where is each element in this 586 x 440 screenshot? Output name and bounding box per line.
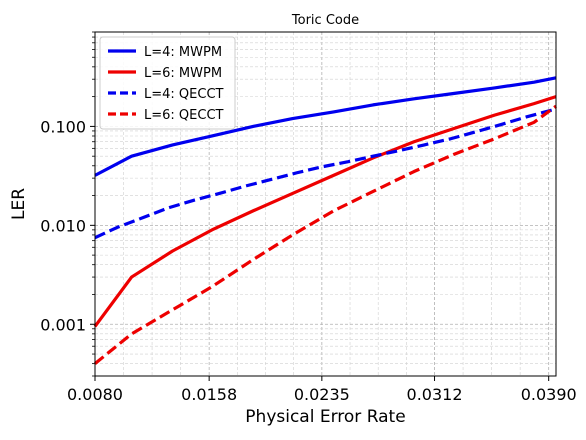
series-line-l-6-mwpm bbox=[93, 95, 557, 328]
chart-title: Toric Code bbox=[291, 13, 359, 28]
x-tick-label: 0.0158 bbox=[181, 385, 237, 404]
legend-label: L=6: QECCT bbox=[144, 108, 224, 123]
x-axis-label: Physical Error Rate bbox=[245, 407, 405, 427]
x-tick-label: 0.0390 bbox=[521, 385, 577, 404]
legend-label: L=6: MWPM bbox=[144, 66, 222, 81]
x-tick-label: 0.0235 bbox=[294, 385, 350, 404]
legend: L=4: MWPM L=6: MWPM L=4: QECCT L=6: QECCT bbox=[99, 36, 236, 130]
y-tick-label: 0.100 bbox=[40, 117, 86, 136]
legend-label: L=4: MWPM bbox=[144, 45, 222, 60]
series-line-l-4-mwpm bbox=[94, 76, 557, 177]
y-tick-label: 0.010 bbox=[40, 216, 86, 235]
x-tick-label: 0.0312 bbox=[407, 385, 463, 404]
plot-frame bbox=[94, 31, 557, 377]
axis-ticks: 0.0080 0.0158 0.0235 0.0312 0.0390 0.001 0.010… bbox=[40, 31, 577, 404]
x-tick-label: 0.0080 bbox=[67, 385, 123, 404]
series-lines bbox=[93, 76, 557, 365]
y-axis-label: LER bbox=[9, 188, 29, 220]
y-tick-label: 0.001 bbox=[40, 315, 86, 334]
legend-label: L=4: QECCT bbox=[144, 87, 224, 102]
legend-box bbox=[99, 36, 236, 130]
